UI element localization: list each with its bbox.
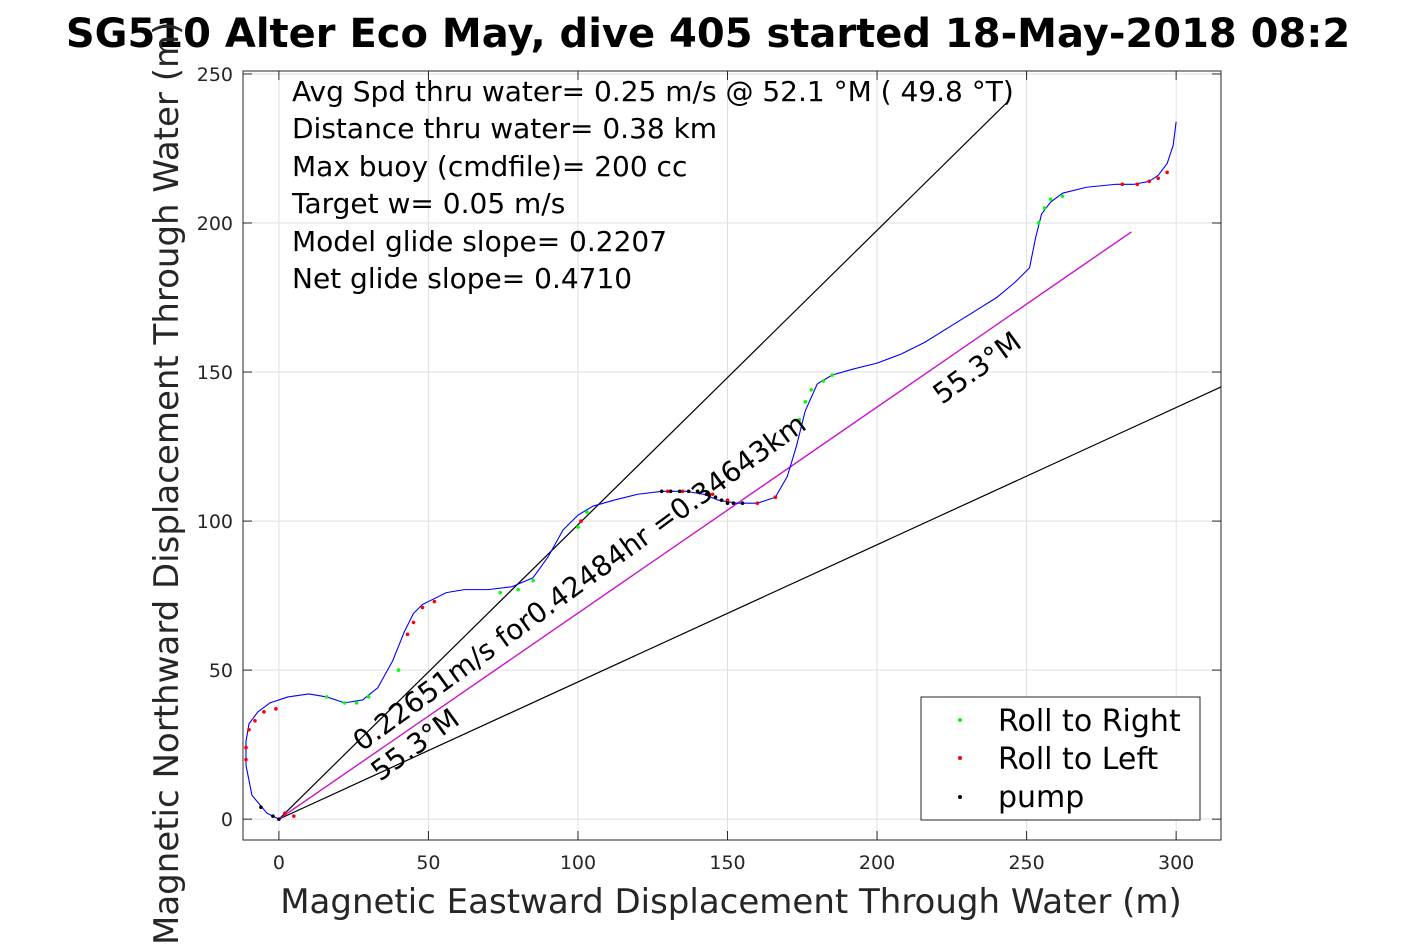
legend-marker-pump (958, 795, 962, 799)
point-roll-to-left (405, 632, 410, 637)
point-roll-to-left (665, 489, 670, 494)
point-pump (271, 814, 275, 818)
point-roll-to-right (1048, 197, 1053, 201)
point-roll-to-left (432, 599, 437, 604)
point-pump (719, 498, 724, 503)
point-roll-to-right (830, 373, 834, 377)
y-tick-label: 0 (221, 809, 233, 831)
point-roll-to-right (342, 701, 347, 705)
speed-label: 0.22651m/s for0.42484hr =0.34643km (347, 407, 812, 758)
x-tick-label: 200 (859, 852, 895, 874)
x-tick-label: 250 (1008, 852, 1044, 874)
x-axis-label: Magnetic Eastward Displacement Through W… (280, 882, 1182, 922)
y-axis-ticks: 0 50 100 150 200 250 (197, 64, 1221, 831)
point-roll-to-left (274, 707, 278, 711)
point-roll-to-left (1135, 182, 1140, 187)
point-roll-to-left (680, 489, 685, 494)
reference-line-2 (278, 386, 1221, 820)
point-roll-to-right (366, 695, 371, 699)
legend: Roll to Right Roll to Left pump (920, 696, 1201, 821)
point-roll-to-left (247, 727, 251, 732)
data-series (244, 121, 1177, 821)
x-tick-label: 150 (709, 852, 745, 874)
point-roll-to-left (1120, 182, 1125, 187)
point-roll-to-right (809, 388, 814, 392)
point-roll-to-left (262, 710, 266, 714)
point-roll-to-left (420, 605, 425, 610)
point-pump (659, 489, 664, 494)
chart-title: SG510 Alter Eco May, dive 405 started 18… (66, 11, 1350, 57)
point-roll-to-left (1165, 170, 1169, 175)
y-tick-label: 200 (197, 213, 233, 235)
point-roll-to-left (411, 620, 416, 625)
point-roll-to-right (803, 400, 808, 404)
point-roll-to-left (292, 814, 296, 818)
point-roll-to-right (498, 590, 503, 595)
point-pump (259, 805, 263, 810)
y-tick-label: 250 (197, 64, 233, 86)
point-roll-to-left (244, 745, 248, 750)
legend-marker-roll-right (958, 718, 962, 722)
annotations: Avg Spd thru water= 0.25 m/s @ 52.1 °M (… (291, 75, 1014, 295)
legend-label-roll-left: Roll to Left (998, 742, 1158, 777)
point-roll-to-left (725, 498, 730, 503)
point-pump (713, 495, 718, 500)
point-roll-to-right (1042, 206, 1047, 210)
annotation-max-buoy: Max buoy (cmdfile)= 200 cc (292, 150, 687, 183)
y-tick-label: 100 (197, 511, 233, 533)
point-roll-to-right (324, 695, 329, 699)
x-tick-label: 50 (416, 852, 440, 874)
point-roll-to-right (797, 417, 802, 422)
point-roll-to-right (531, 578, 535, 583)
reference-lines (278, 100, 1221, 820)
point-pump (725, 501, 730, 505)
point-pump (277, 817, 281, 821)
point-roll-to-right (576, 525, 580, 529)
point-pump (740, 501, 745, 505)
point-pump (677, 489, 682, 494)
y-tick-label: 50 (209, 660, 233, 682)
annotation-target-w: Target w= 0.05 m/s (291, 187, 565, 220)
point-roll-to-right (1036, 221, 1041, 225)
point-pump (704, 492, 709, 497)
x-tick-label: 300 (1158, 852, 1194, 874)
point-roll-to-left (773, 495, 778, 500)
grid (243, 71, 1221, 840)
point-pump (731, 501, 736, 505)
x-tick-label: 100 (560, 852, 596, 874)
annotation-model-glide: Model glide slope= 0.2207 (292, 225, 667, 258)
legend-label-pump: pump (998, 780, 1084, 815)
point-pump (668, 489, 673, 494)
point-roll-to-left (755, 501, 760, 505)
point-pump (695, 489, 700, 494)
annotation-distance: Distance thru water= 0.38 km (292, 112, 717, 145)
point-roll-to-left (244, 757, 248, 762)
plot-frame (242, 70, 1222, 841)
point-roll-to-right (1060, 194, 1065, 198)
point-roll-to-left (1156, 176, 1160, 181)
point-pump (686, 489, 691, 494)
point-roll-to-right (354, 701, 359, 705)
x-axis-ticks: 0 50 100 150 200 250 300 (273, 71, 1194, 874)
point-roll-to-left (283, 811, 287, 815)
point-roll-to-right (585, 510, 589, 514)
annotation-avg-speed: Avg Spd thru water= 0.25 m/s @ 52.1 °M (… (292, 75, 1014, 108)
legend-label-roll-right: Roll to Right (998, 704, 1181, 739)
x-tick-label: 0 (273, 852, 285, 874)
annotation-net-glide: Net glide slope= 0.4710 (292, 262, 632, 295)
point-roll-to-right (396, 668, 401, 672)
y-axis-label: Magnetic Northward Displacement Through … (147, 22, 187, 945)
legend-box (920, 696, 1201, 821)
point-roll-to-left (1147, 179, 1152, 184)
reference-line-4 (278, 231, 1132, 820)
reference-line-1 (278, 100, 1010, 820)
legend-marker-roll-left (958, 756, 962, 760)
point-roll-to-left (253, 718, 257, 723)
point-roll-to-right (516, 587, 520, 592)
y-tick-label: 150 (197, 362, 233, 384)
point-roll-to-right (821, 379, 826, 383)
point-roll-to-left (579, 519, 583, 523)
point-roll-to-left (710, 492, 715, 497)
